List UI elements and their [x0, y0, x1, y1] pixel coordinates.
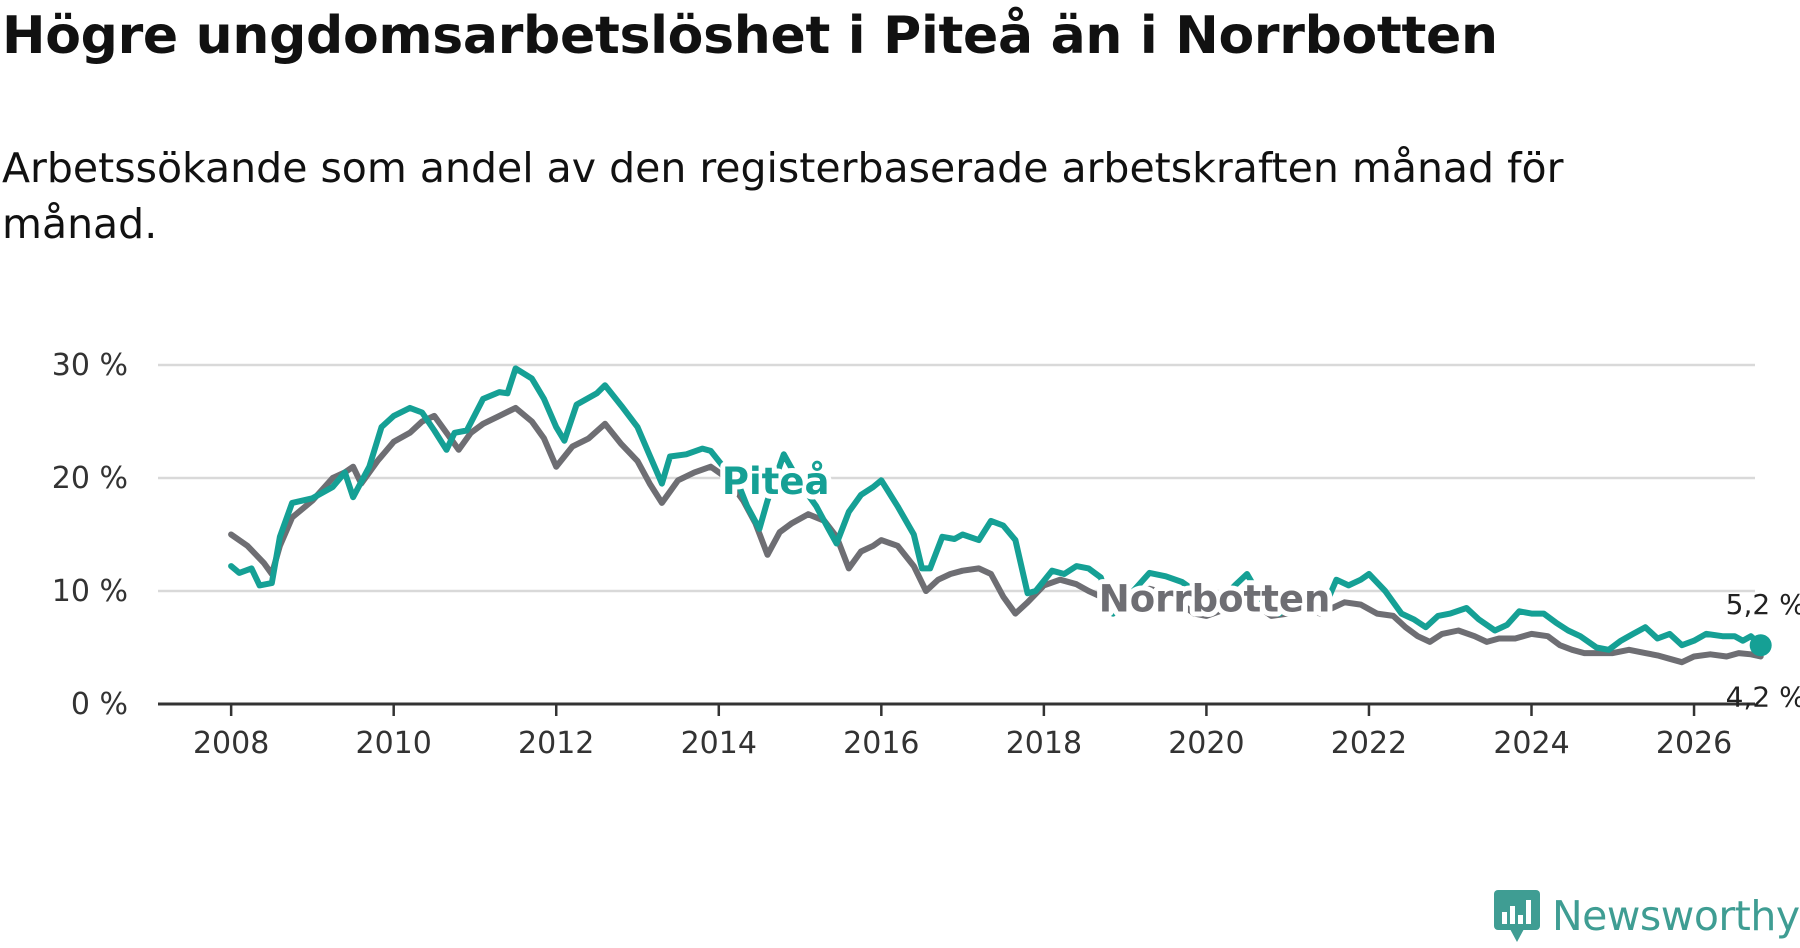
y-tick-label: 30 % [52, 348, 128, 383]
x-tick-label: 2016 [843, 726, 919, 761]
series-labels: 5,2 % 4,2 % Piteå Norrbotten [717, 455, 1800, 714]
grid-lines [158, 363, 1755, 593]
norrbotten-end-value: 4,2 % [1726, 681, 1800, 714]
axes: 0 % 10 % 20 % 30 % 2008 2010 2012 2014 2016 2018 2… [52, 348, 1755, 761]
series-lines [228, 365, 1772, 666]
y-tick-label: 0 % [71, 687, 128, 722]
x-tick-label: 2012 [518, 726, 594, 761]
series-label-pitea: Piteå [722, 460, 830, 503]
newsworthy-logo-icon [1494, 890, 1540, 942]
y-tick-label: 20 % [52, 461, 128, 496]
x-tick-label: 2008 [193, 726, 269, 761]
series-line-pitea [228, 365, 1764, 653]
x-tick-label: 2026 [1656, 726, 1732, 761]
x-tick-label: 2022 [1331, 726, 1407, 761]
x-tick-label: 2018 [1006, 726, 1082, 761]
series-line-norrbotten [228, 404, 1764, 666]
y-tick-label: 10 % [52, 574, 128, 609]
pitea-end-value: 5,2 % [1726, 588, 1800, 621]
x-tick-label: 2010 [356, 726, 432, 761]
newsworthy-logo: Newsworthy [1492, 888, 1800, 944]
chart-title: Högre ungdomsarbetslöshet i Piteå än i N… [2, 6, 1498, 66]
pitea-end-marker [1749, 634, 1772, 657]
x-tick-label: 2014 [681, 726, 757, 761]
x-tick-label: 2020 [1168, 726, 1244, 761]
series-label-norrbotten: Norrbotten [1099, 577, 1331, 620]
chart-subtitle: Arbetssökande som andel av den registerb… [2, 144, 1564, 248]
x-tick-label: 2024 [1493, 726, 1569, 761]
newsworthy-brand-name: Newsworthy [1552, 892, 1800, 940]
